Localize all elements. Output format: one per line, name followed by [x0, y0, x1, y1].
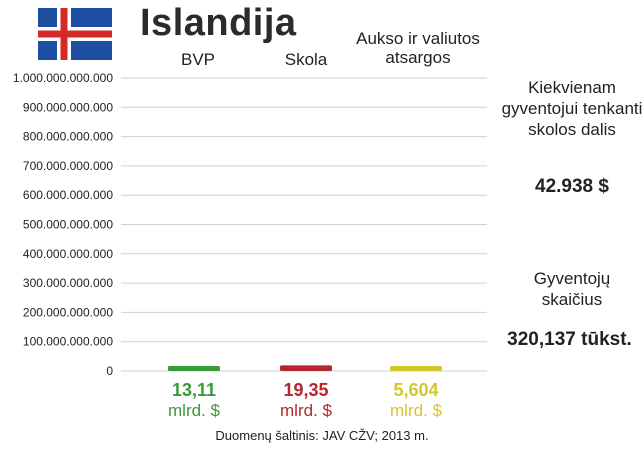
value-label-gdp: 13,11 — [171, 380, 217, 400]
y-tick-label: 400.000.000.000 — [23, 247, 113, 261]
column-header-reserves: Aukso ir valiutos atsargos — [356, 29, 480, 67]
y-tick-label: 100.000.000.000 — [23, 335, 113, 349]
population-value: 320,137 tūkst. — [507, 329, 632, 350]
y-tick-label: 700.000.000.000 — [23, 159, 113, 173]
column-header-debt: Skola — [284, 50, 328, 69]
y-tick-label: 300.000.000.000 — [23, 276, 113, 290]
source-note: Duomenų šaltinis: JAV CŽV; 2013 m. — [215, 428, 429, 443]
y-tick-label: 600.000.000.000 — [23, 188, 113, 202]
debt-per-capita-value: 42.938 $ — [535, 176, 609, 197]
column-header-gdp: BVP — [180, 50, 216, 69]
y-tick-label: 200.000.000.000 — [23, 305, 113, 319]
value-label-reserves: 5,604 — [393, 380, 439, 400]
page-title: Islandija — [140, 2, 297, 44]
iceland-flag-icon — [38, 8, 112, 60]
y-tick-label: 900.000.000.000 — [23, 100, 113, 114]
y-tick-label: 800.000.000.000 — [23, 130, 113, 144]
bar-debt — [280, 365, 332, 371]
unit-label-reserves: mlrd. $ — [390, 401, 442, 420]
unit-label-debt: mlrd. $ — [280, 401, 332, 420]
bar-reserves — [390, 366, 442, 371]
value-label-debt: 19,35 — [283, 380, 329, 400]
unit-label-gdp: mlrd. $ — [168, 401, 220, 420]
population-caption: Gyventojų skaičius — [533, 269, 611, 309]
y-tick-label: 1.000.000.000.000 — [13, 71, 113, 85]
bar-gdp — [168, 366, 220, 371]
debt-per-capita-caption: Kiekvienam gyventojui tenkanti skolos da… — [501, 78, 643, 139]
y-tick-label: 500.000.000.000 — [23, 218, 113, 232]
y-tick-label: 0 — [106, 364, 113, 378]
